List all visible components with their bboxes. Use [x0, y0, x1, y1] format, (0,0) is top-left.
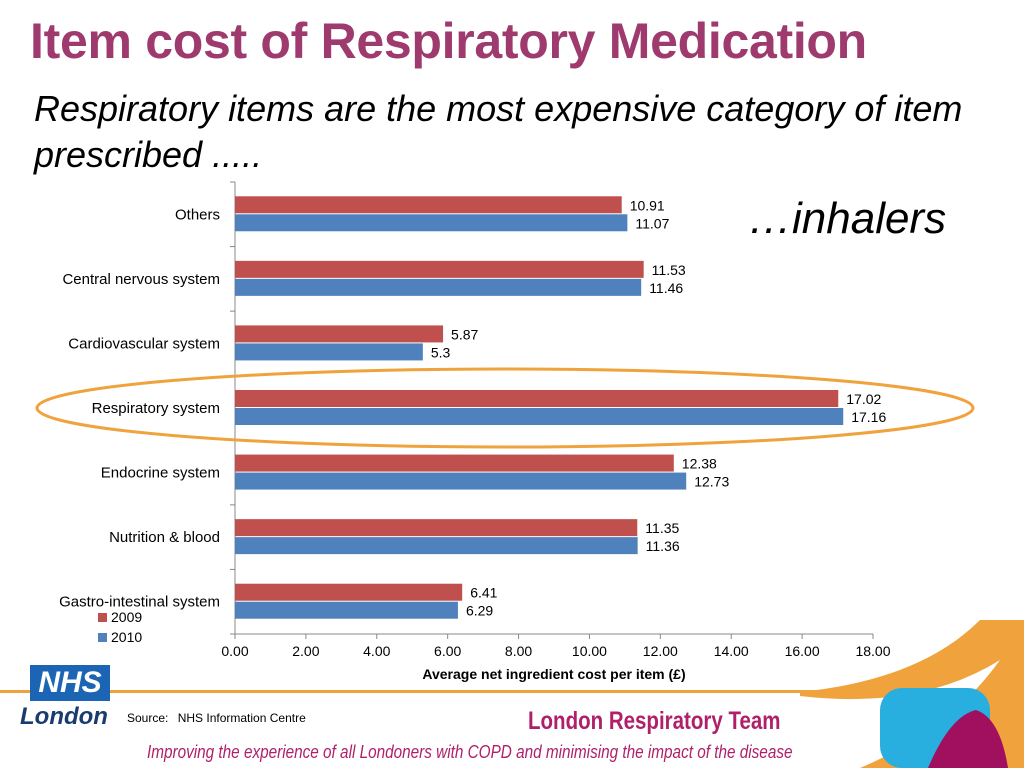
footer-divider: [0, 690, 830, 693]
nhs-logo: NHS: [30, 665, 110, 701]
bar-2009: [235, 196, 622, 214]
x-axis-title: Average net ingredient cost per item (£): [422, 666, 685, 682]
footer-tagline: Improving the experience of all Londoner…: [147, 742, 793, 762]
x-tick-label: 0.00: [221, 643, 248, 659]
category-label: Respiratory system: [92, 400, 220, 417]
source-label: Source:: [127, 711, 169, 725]
data-label-2009: 17.02: [846, 391, 881, 407]
bar-2009: [235, 454, 674, 472]
legend-swatch-2010: [98, 633, 107, 642]
x-tick-label: 6.00: [434, 643, 461, 659]
x-tick-label: 4.00: [363, 643, 390, 659]
category-label: Cardiovascular system: [68, 335, 220, 352]
team-name: London Respiratory Team: [528, 707, 781, 735]
data-label-2010: 5.3: [431, 344, 451, 360]
bar-2009: [235, 390, 839, 407]
data-label-2010: 11.07: [635, 215, 669, 231]
highlight-ellipse: [35, 367, 975, 449]
x-tick-label: 18.00: [855, 643, 890, 659]
bar-2009: [235, 583, 463, 601]
data-label-2010: 11.46: [649, 280, 683, 296]
category-label: Nutrition & blood: [109, 529, 220, 546]
bar-2009: [235, 260, 644, 278]
bar-2010: [235, 408, 844, 425]
bar-2010: [235, 214, 628, 232]
source-note: Source: NHS Information Centre: [127, 711, 306, 725]
bar-2009: [235, 519, 638, 537]
x-tick-label: 8.00: [505, 643, 532, 659]
category-label: Gastro-intestinal system: [59, 594, 220, 611]
corner-pink-shape: [928, 710, 1008, 768]
source-value: NHS Information Centre: [177, 711, 306, 725]
cost-bar-chart: Others Central nervous system Cardiovascul…: [35, 181, 975, 682]
legend-label-2010: 2010: [111, 629, 142, 645]
category-label: Central nervous system: [62, 271, 220, 288]
page-title: Item cost of Respiratory Medication: [30, 13, 867, 69]
page-subtitle: Respiratory items are the most expensive…: [34, 88, 963, 175]
bar-2010: [235, 601, 458, 619]
x-tick-label: 16.00: [785, 643, 820, 659]
legend-label-2009: 2009: [111, 609, 142, 625]
data-label-2009: 11.35: [645, 520, 679, 536]
nhs-region-label: London: [20, 703, 108, 730]
data-label-2010: 12.73: [694, 474, 729, 490]
data-label-2010: 17.16: [851, 409, 886, 425]
data-label-2009: 5.87: [451, 326, 478, 342]
bar-2009: [235, 325, 444, 343]
corner-decoration: [800, 620, 1024, 768]
category-label: Others: [175, 206, 220, 223]
bar-2010: [235, 472, 687, 490]
bar-2010: [235, 343, 423, 361]
x-tick-label: 14.00: [714, 643, 749, 659]
bar-2010: [235, 278, 642, 296]
x-tick-label: 12.00: [643, 643, 678, 659]
data-label-2010: 6.29: [466, 603, 493, 619]
x-tick-label: 10.00: [572, 643, 607, 659]
legend-swatch-2009: [98, 613, 107, 622]
data-label-2009: 10.91: [630, 197, 665, 213]
data-label-2009: 11.53: [652, 262, 686, 278]
data-label-2009: 6.41: [470, 585, 497, 601]
bar-2010: [235, 537, 638, 555]
inhalers-tagline: …inhalers: [748, 194, 947, 243]
x-tick-label: 2.00: [292, 643, 319, 659]
category-label: Endocrine system: [101, 465, 220, 482]
data-label-2010: 11.36: [646, 538, 680, 554]
data-label-2009: 12.38: [682, 456, 717, 472]
